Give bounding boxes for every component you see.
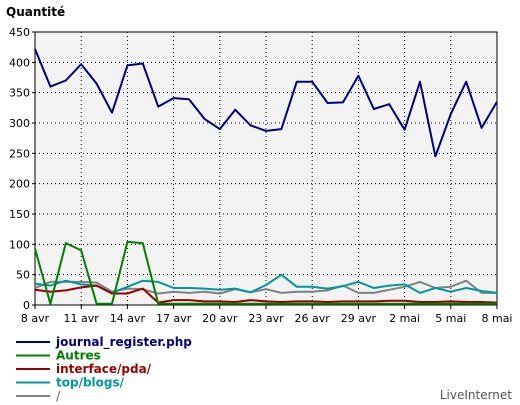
x-axis-ticks: 8 avr 11 avr 14 avr 17 avr 20 avr 23 avr 26 av… [21, 305, 513, 325]
legend-label: Autres [56, 349, 101, 363]
y-tick-label: 250 [9, 147, 30, 160]
x-tick-label: 20 avr [202, 312, 238, 325]
y-tick-label: 300 [9, 117, 30, 130]
y-tick-label: 0 [23, 299, 30, 312]
y-tick-label: 450 [9, 26, 30, 39]
x-tick-label: 29 avr [341, 312, 377, 325]
x-tick-label: 17 avr [156, 312, 192, 325]
x-tick-label: 26 avr [295, 312, 331, 325]
x-tick-label: 11 avr [64, 312, 100, 325]
y-axis-label: Quantité [6, 5, 65, 19]
legend: journal_register.phpAutresinterface/pda/… [16, 335, 192, 403]
series-line-0 [34, 48, 498, 158]
y-tick-label: 50 [16, 269, 30, 282]
credit-label: LiveInternet [440, 388, 512, 402]
series-line-1 [34, 240, 497, 305]
y-tick-label: 400 [9, 56, 30, 69]
y-tick-label: 350 [9, 87, 30, 100]
series-lines [34, 48, 498, 305]
legend-label: top/blogs/ [56, 376, 125, 390]
x-tick-label: 23 avr [248, 312, 284, 325]
x-tick-label: 8 mai [481, 312, 512, 325]
legend-label: / [56, 389, 61, 403]
y-tick-label: 200 [9, 178, 30, 191]
x-tick-label: 5 mai [435, 312, 466, 325]
series-line-2 [34, 284, 498, 304]
y-tick-label: 150 [9, 208, 30, 221]
x-tick-label: 8 avr [21, 312, 50, 325]
y-axis-ticks: 0 50 100 150 200 250 300 350 400 450 [9, 26, 35, 312]
grid [35, 32, 497, 305]
series-line-4 [34, 279, 497, 295]
x-tick-label: 14 avr [110, 312, 146, 325]
legend-label: journal_register.php [55, 335, 192, 350]
legend-label: interface/pda/ [56, 362, 152, 376]
y-tick-label: 100 [9, 238, 30, 251]
x-tick-label: 2 mai [389, 312, 420, 325]
